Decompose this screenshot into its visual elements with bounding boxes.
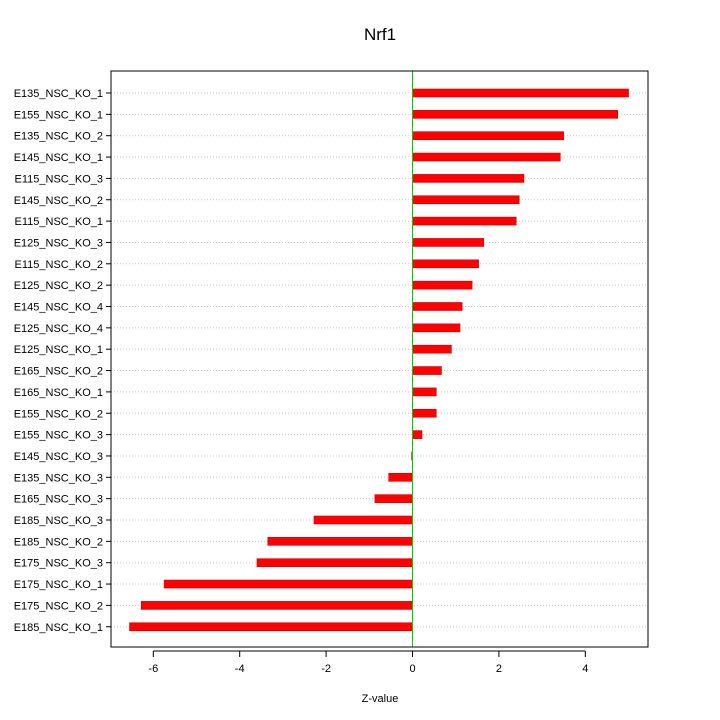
bar (412, 152, 561, 162)
bar (412, 259, 479, 269)
y-tick-label: E125_NSC_KO_3 (14, 237, 103, 249)
x-tick-label: -2 (321, 663, 331, 675)
x-tick-label: 4 (582, 663, 588, 675)
bar (412, 387, 437, 397)
y-tick-label: E135_NSC_KO_2 (14, 131, 103, 143)
plot-frame (110, 70, 649, 648)
y-tick-label: E145_NSC_KO_4 (14, 302, 103, 314)
y-tick-label: E135_NSC_KO_3 (14, 472, 103, 484)
x-axis-title: Z-value (362, 693, 399, 705)
y-tick-label: E155_NSC_KO_1 (14, 109, 103, 121)
y-tick-label: E115_NSC_KO_2 (15, 259, 103, 271)
y-tick-label: E125_NSC_KO_4 (14, 323, 103, 335)
bar (412, 195, 520, 205)
chart-title: Nrf1 (364, 25, 396, 44)
x-tick-label: -6 (148, 663, 158, 675)
y-tick-label: E165_NSC_KO_2 (14, 366, 103, 378)
bar (412, 88, 629, 98)
y-tick-label: E165_NSC_KO_3 (14, 494, 103, 506)
bar (163, 579, 413, 589)
y-tick-label: E185_NSC_KO_3 (14, 515, 103, 527)
y-tick-label: E185_NSC_KO_1 (14, 622, 103, 634)
y-tick-label: E125_NSC_KO_1 (14, 344, 103, 356)
bar (267, 537, 413, 546)
y-tick-label: E175_NSC_KO_1 (14, 579, 103, 591)
bar (256, 558, 413, 568)
bar (412, 344, 452, 354)
bar (412, 430, 423, 439)
x-tick-label: 0 (409, 663, 415, 675)
bar (412, 131, 564, 140)
y-tick-label: E155_NSC_KO_3 (14, 430, 103, 442)
x-axis: -6 -4 -2 0 2 4 (148, 650, 588, 675)
y-tick-label: E115_NSC_KO_3 (15, 173, 103, 185)
y-tick-label: E155_NSC_KO_2 (14, 408, 103, 420)
bar (313, 515, 413, 525)
y-tick-label: E115_NSC_KO_1 (15, 216, 103, 228)
y-tick-label: E175_NSC_KO_3 (14, 558, 103, 570)
bar (412, 408, 437, 418)
y-tick-label: E165_NSC_KO_1 (14, 387, 103, 399)
y-tick-label: E145_NSC_KO_2 (14, 195, 103, 207)
bar (412, 366, 442, 375)
y-tick-label: E185_NSC_KO_2 (14, 536, 103, 548)
y-tick-label: E125_NSC_KO_2 (14, 280, 103, 292)
bar (129, 622, 413, 632)
bar (412, 238, 485, 247)
bar (412, 110, 618, 119)
bar (388, 472, 413, 482)
x-tick-label: 2 (496, 663, 502, 675)
x-tick-label: -4 (235, 663, 245, 675)
bar (140, 601, 413, 610)
bar (412, 280, 473, 290)
bar (412, 323, 461, 333)
y-tick-label: E145_NSC_KO_1 (14, 152, 103, 164)
bar (412, 302, 463, 311)
y-tick-labels: E135_NSC_KO_1 E155_NSC_KO_1 E135_NSC_KO_2 E… (14, 88, 111, 634)
bar (374, 494, 413, 503)
bar (412, 216, 517, 226)
y-tick-label: E175_NSC_KO_2 (14, 600, 103, 612)
y-tick-label: E145_NSC_KO_3 (14, 451, 103, 463)
y-tick-label: E135_NSC_KO_1 (14, 88, 103, 100)
bar (412, 174, 525, 183)
